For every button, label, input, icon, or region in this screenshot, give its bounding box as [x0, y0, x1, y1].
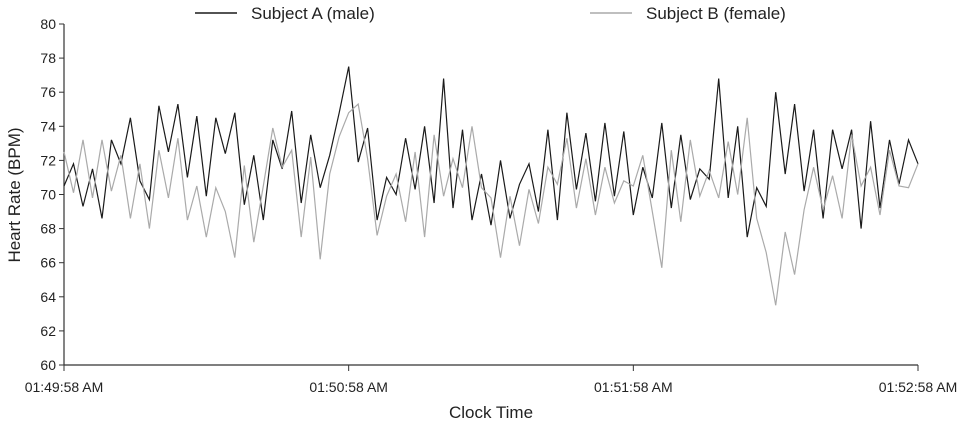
- x-tick-label: 01:50:58 AM: [309, 379, 388, 395]
- x-tick-label: 01:51:58 AM: [594, 379, 673, 395]
- y-tick-label: 64: [40, 289, 56, 305]
- legend-label: Subject A (male): [251, 4, 375, 23]
- series-line: [63, 66, 919, 238]
- x-axis-label: Clock Time: [449, 403, 533, 422]
- y-tick-label: 70: [40, 187, 56, 203]
- y-tick-label: 78: [40, 50, 56, 66]
- x-tick-label: 01:52:58 AM: [879, 379, 958, 395]
- y-axis-label: Heart Rate (BPM): [5, 127, 24, 262]
- x-tick-label: 01:49:58 AM: [25, 379, 104, 395]
- y-tick-label: 74: [40, 118, 56, 134]
- y-tick-label: 60: [40, 357, 56, 373]
- y-tick-label: 62: [40, 323, 56, 339]
- series-line: [63, 102, 919, 306]
- y-tick-label: 68: [40, 221, 56, 237]
- y-tick-label: 66: [40, 255, 56, 271]
- legend-label: Subject B (female): [646, 4, 786, 23]
- y-tick-label: 80: [40, 16, 56, 32]
- y-tick-label: 72: [40, 152, 56, 168]
- y-tick-label: 76: [40, 84, 56, 100]
